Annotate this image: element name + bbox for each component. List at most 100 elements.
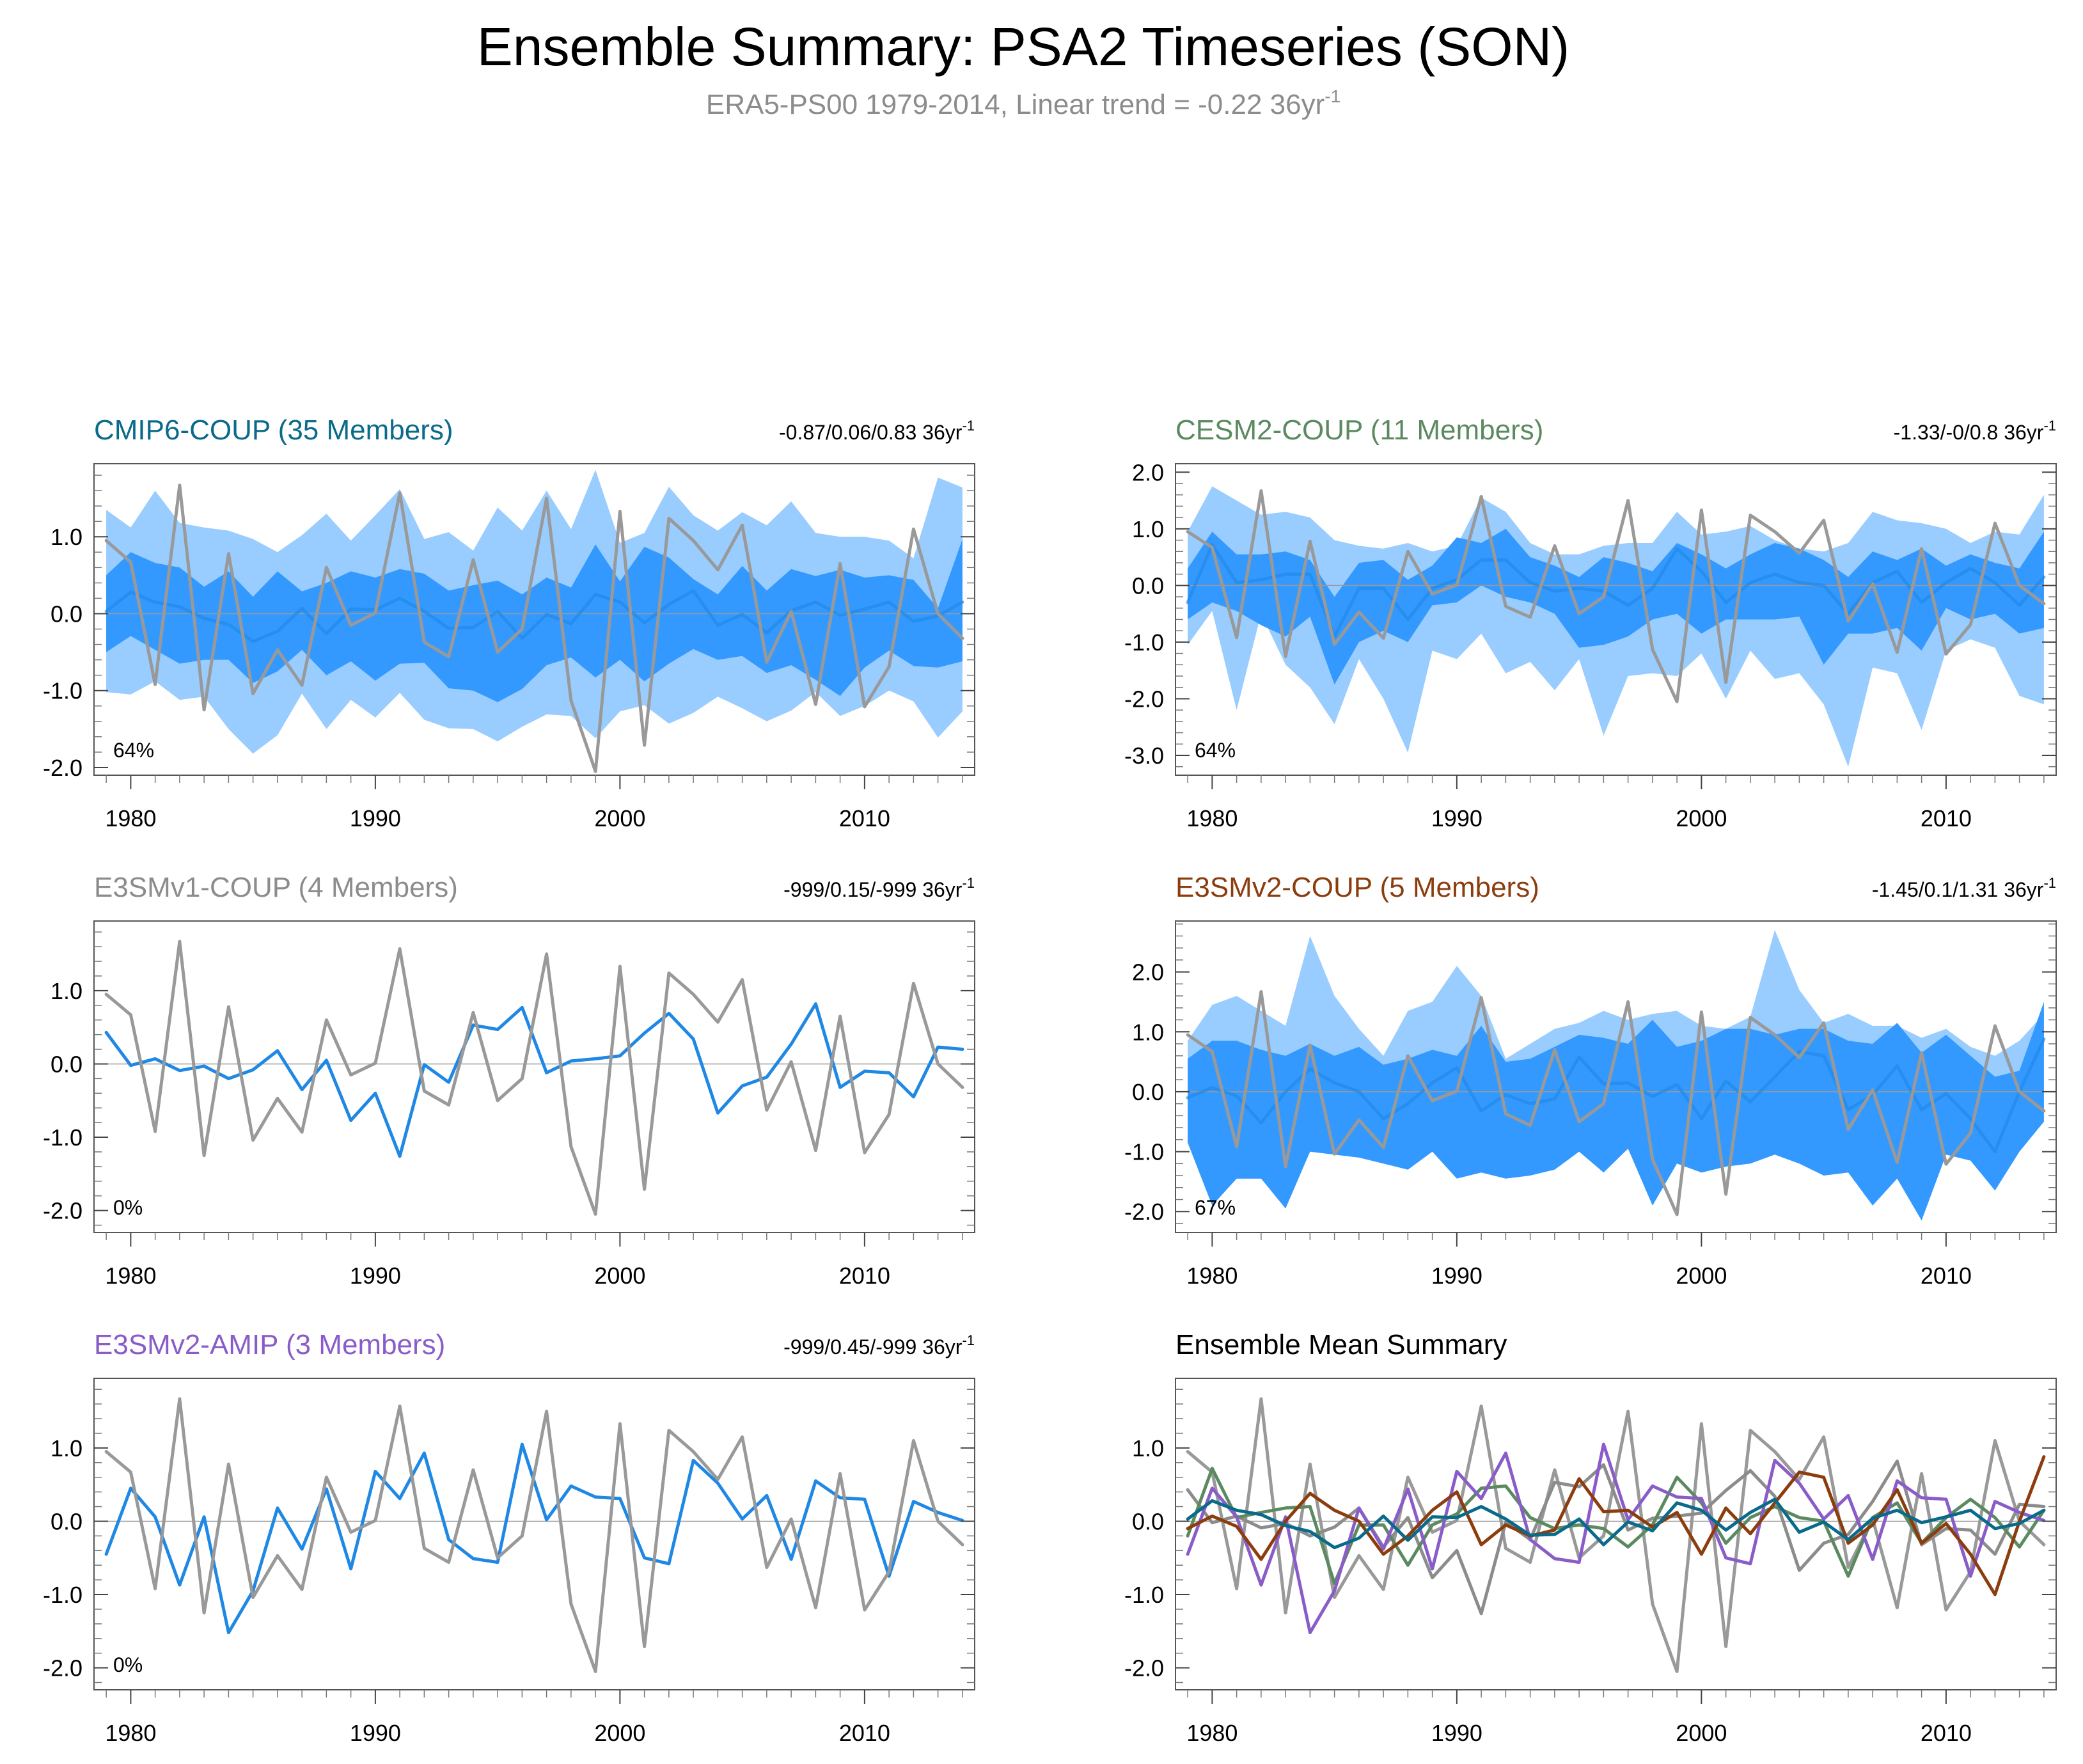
panel-trend-text: -1.45/0.1/1.31 36yr [1872, 878, 2044, 901]
ytick-label: -1.0 [43, 678, 83, 704]
ytick-label: 0.0 [51, 1508, 83, 1534]
panel-trend-superscript: -1 [962, 418, 975, 434]
panel-e3smv1: E3SMv1-COUP (4 Members) -999/0.15/-999 36… [43, 872, 975, 1289]
series-line-era5-ps00 [1186, 489, 2046, 704]
xtick-label: 2010 [839, 1720, 890, 1746]
panel-trend-e3smv1: -999/0.15/-999 36yr-1 [783, 875, 975, 901]
series-line-ensemble-mean [104, 588, 964, 643]
panel-trend-e3smv2_coup: -1.45/0.1/1.31 36yr-1 [1872, 875, 2056, 901]
series-line-era5-ps00 [104, 940, 964, 1216]
xtick-label: 2000 [594, 1263, 645, 1289]
xtick-label: 1980 [105, 1720, 156, 1746]
figure-title: Ensemble Summary: PSA2 Timeseries (SON) [477, 17, 1569, 77]
panel-trend-superscript: -1 [962, 1332, 975, 1348]
plot-frame-e3smv2_coup [1175, 920, 2057, 1233]
series-line-ensemble-mean [104, 1442, 964, 1635]
series-line-ensemble-mean [104, 1002, 964, 1158]
band-inner-cesm2 [1188, 528, 2044, 685]
xtick-label: 1990 [350, 1263, 401, 1289]
plot-area-e3smv2_amip [94, 1397, 975, 1673]
series-line-era5-ps00 [1186, 990, 2046, 1217]
xtick-label: 2010 [1921, 1263, 1972, 1289]
xtick-label: 2000 [1676, 1720, 1727, 1746]
ytick-label: -2.0 [43, 1655, 83, 1681]
panel-trend-text: -0.87/0.06/0.83 36yr [779, 421, 963, 444]
ytick-label: -1.0 [1124, 1139, 1164, 1165]
panel-trend-superscript: -1 [2043, 418, 2056, 434]
ytick-label: -2.0 [43, 755, 83, 781]
panel-title-e3smv2_coup: E3SMv2-COUP (5 Members) [1175, 872, 1539, 903]
plot-area-e3smv2_coup [1175, 930, 2056, 1221]
ytick-label: -1.0 [43, 1124, 83, 1151]
xtick-label: 1980 [105, 1263, 156, 1289]
plot-frame-e3smv2_amip [93, 1378, 975, 1690]
panel-e3smv2_coup: E3SMv2-COUP (5 Members) -1.45/0.1/1.31 36… [1124, 872, 2057, 1289]
xtick-label: 1980 [105, 805, 156, 831]
panel-cesm2: CESM2-COUP (11 Members) -1.33/-0/0.8 36yr… [1124, 414, 2057, 831]
panel-cmip6: CMIP6-COUP (35 Members) -0.87/0.06/0.83 3… [43, 414, 975, 831]
plot-frame-cmip6 [93, 463, 975, 776]
panel-trend-text: -999/0.15/-999 36yr [783, 878, 963, 901]
ytick-label: -2.0 [1124, 686, 1164, 712]
plot-area-e3smv1 [94, 940, 975, 1216]
series-line-e3smv1-coup [1186, 1460, 2046, 1616]
ytick-label: -2.0 [1124, 1655, 1164, 1681]
panel-title-cesm2: CESM2-COUP (11 Members) [1175, 414, 1543, 446]
plot-area-cmip6 [94, 469, 975, 773]
ytick-label: 0.0 [51, 1051, 83, 1077]
panel-percent-cesm2: 64% [1195, 739, 1236, 762]
xtick-label: 1980 [1186, 1263, 1238, 1289]
panels: CMIP6-COUP (35 Members) -0.87/0.06/0.83 3… [43, 414, 2057, 1746]
panel-title-summary: Ensemble Mean Summary [1175, 1329, 1507, 1360]
panel-trend-cmip6: -0.87/0.06/0.83 36yr-1 [779, 418, 975, 444]
panel-trend-e3smv2_amip: -999/0.45/-999 36yr-1 [783, 1332, 975, 1358]
plot-area-summary [1175, 1397, 2056, 1673]
xtick-label: 1990 [1431, 1263, 1482, 1289]
band-inner-cmip6 [106, 539, 963, 702]
xtick-label: 2010 [1921, 1720, 1972, 1746]
plot-frame-e3smv1 [93, 920, 975, 1233]
panel-percent-e3smv2_amip: 0% [113, 1653, 143, 1676]
xtick-label: 2000 [594, 805, 645, 831]
panel-percent-e3smv2_coup: 67% [1195, 1196, 1236, 1219]
ytick-label: -3.0 [1124, 743, 1164, 769]
xtick-label: 2000 [594, 1720, 645, 1746]
ytick-label: 1.0 [51, 978, 83, 1004]
series-line-ensemble-mean [1186, 1037, 2046, 1154]
ytick-label: 1.0 [1132, 1435, 1164, 1461]
panel-summary: Ensemble Mean Summary 1.0 0.0 -1.0 -2.0 1980 1… [1124, 1329, 2057, 1746]
panel-trend-text: -1.33/-0/0.8 36yr [1894, 421, 2044, 444]
panel-trend-cesm2: -1.33/-0/0.8 36yr-1 [1894, 418, 2056, 444]
xtick-label: 1990 [350, 805, 401, 831]
panel-trend-superscript: -1 [962, 875, 975, 891]
ytick-label: 1.0 [51, 1435, 83, 1461]
panel-percent-e3smv1: 0% [113, 1196, 143, 1219]
series-line-era5-ps00 [104, 484, 964, 773]
series-line-e3smv2-amip [1186, 1442, 2046, 1635]
ytick-label: 0.0 [1132, 1079, 1164, 1105]
xtick-label: 1980 [1186, 1720, 1238, 1746]
plot-area-cesm2 [1175, 486, 2056, 767]
ytick-label: -1.0 [1124, 1582, 1164, 1608]
panel-percent-cmip6: 64% [113, 739, 154, 762]
ytick-label: -1.0 [43, 1582, 83, 1608]
xtick-label: 1990 [1431, 805, 1482, 831]
panel-trend-superscript: -1 [2043, 875, 2056, 891]
figure-subtitle-text: ERA5-PS00 1979-2014, Linear trend = -0.2… [706, 89, 1324, 120]
ytick-label: 0.0 [1132, 572, 1164, 599]
ytick-label: -2.0 [43, 1198, 83, 1224]
series-line-e3smv2-coup [1186, 1455, 2046, 1596]
panel-title-e3smv1: E3SMv1-COUP (4 Members) [94, 872, 458, 903]
xtick-label: 2010 [1921, 805, 1972, 831]
ytick-label: 2.0 [1132, 459, 1164, 485]
xtick-label: 2010 [839, 805, 890, 831]
ytick-label: 0.0 [1132, 1508, 1164, 1534]
ytick-label: 1.0 [1132, 1019, 1164, 1045]
xtick-label: 1990 [350, 1720, 401, 1746]
xtick-label: 2010 [839, 1263, 890, 1289]
xtick-label: 2000 [1676, 1263, 1727, 1289]
xtick-label: 1990 [1431, 1720, 1482, 1746]
ytick-label: 2.0 [1132, 959, 1164, 986]
